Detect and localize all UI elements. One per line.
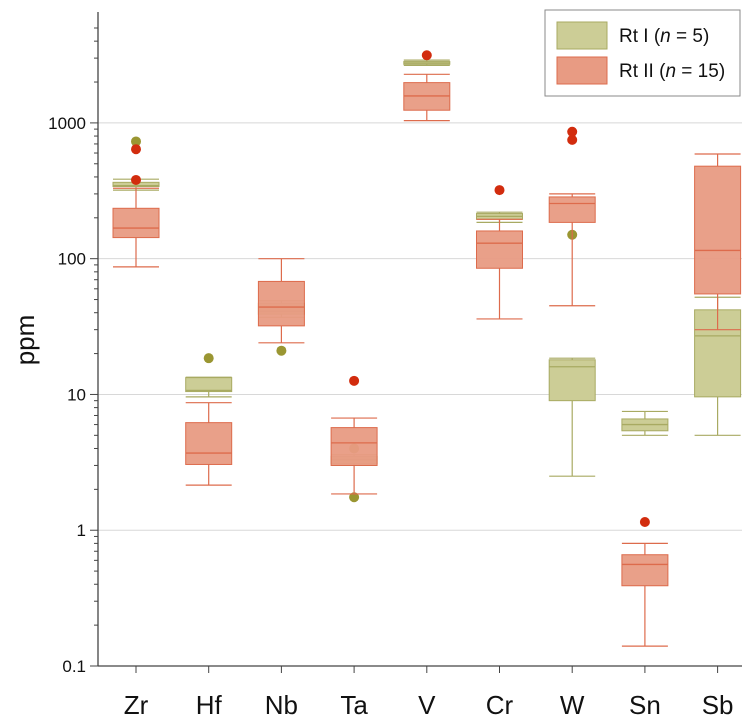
box-series [112,50,742,647]
outlier-point [349,375,360,386]
box-rt2-W [548,196,596,223]
box-rt2-Sn [621,554,669,587]
x-tick-label: Nb [265,690,298,720]
x-tick-label: Hf [196,690,223,720]
outlier-point [567,126,578,137]
box-rt1-Hf [185,377,233,393]
outlier-point [494,185,505,196]
outlier-point [203,353,214,364]
x-tick-label: Sn [629,690,661,720]
outlier-point [276,345,287,356]
box-rt2-Cr [476,230,523,269]
x-tick-label: Sb [702,690,734,720]
box-rt1-W [548,359,596,402]
y-tick-label: 10 [67,385,86,404]
box-rt2-Nb [257,280,305,327]
axes [97,12,742,667]
x-tick-label: Cr [486,690,514,720]
legend-swatch-rt2 [556,56,608,85]
box-rt2-Ta [330,427,378,466]
x-tick-label: V [418,690,436,720]
axis-ticks: 0.1 1 10 100 1000 Zr Hf Nb Ta V Cr W Sn Sb [48,27,734,720]
x-tick-label: W [560,690,585,720]
y-axis-title: ppm [10,315,40,366]
box-rt2-Zr [112,207,160,239]
y-tick-label: 0.1 [62,657,86,676]
legend-label-rt2: Rt II (n = 15) [619,61,725,82]
legend-swatch-rt1 [556,21,608,50]
outlier-point [567,134,578,145]
outlier-point [349,492,360,503]
box-rt2-Sb [694,165,742,295]
x-tick-label: Ta [340,690,368,720]
y-tick-label: 1 [77,521,86,540]
y-tick-label: 1000 [48,114,86,133]
outlier-point [131,136,141,147]
outlier-point [131,174,141,185]
y-tick-label: 100 [58,250,86,269]
outlier-point [131,144,141,155]
x-tick-label: Zr [124,690,149,720]
legend: Rt I (n = 5) Rt II (n = 15) [544,9,741,97]
outlier-point [639,516,650,527]
series-rt2 [112,50,742,647]
series-rt1 [112,59,742,503]
box-rt2-Hf [185,422,233,465]
legend-label-rt1: Rt I (n = 5) [619,26,709,47]
outlier-point [421,50,432,61]
